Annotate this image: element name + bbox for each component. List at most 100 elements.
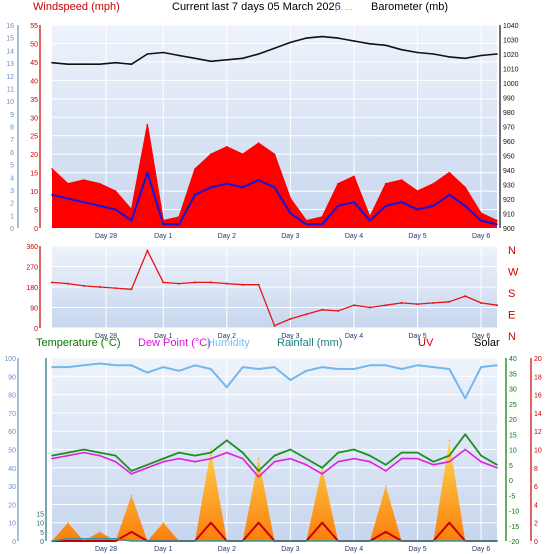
direction-tick-label: 360	[26, 244, 38, 251]
gust-point	[432, 182, 435, 185]
barometer-tick-label: 910	[503, 212, 515, 219]
barometer-tick-label: 1020	[503, 52, 519, 59]
direction-tick-label: 0	[34, 326, 38, 333]
humidity-point	[194, 364, 196, 367]
wind-secondary-tick-label: 15	[6, 36, 14, 43]
wind-secondary-tick-label: 14	[6, 48, 14, 55]
direction-point	[321, 308, 324, 311]
barometer-axis-title: Barometer (mb)	[371, 1, 448, 13]
direction-point	[209, 281, 212, 284]
direction-point	[352, 304, 355, 307]
humidity-point	[67, 366, 69, 368]
temperature-point	[353, 448, 355, 451]
dew-point-point	[146, 467, 149, 469]
temperature-point	[337, 451, 339, 454]
temperature-tick-label: 25	[509, 402, 517, 409]
wind-secondary-tick-label: 9	[10, 112, 14, 119]
uv-tick-label: 20	[534, 356, 542, 363]
x-tick-label: Day 4	[345, 333, 363, 340]
average-wind-point	[400, 201, 403, 203]
humidity-point	[432, 366, 435, 368]
rainfall-point	[432, 540, 435, 542]
average-wind-point	[305, 223, 308, 226]
temperature-tick-label: 5	[509, 463, 513, 470]
dew-point-point	[353, 457, 355, 460]
direction-point	[448, 300, 451, 303]
uv-point	[130, 531, 133, 533]
solar-point	[67, 521, 69, 524]
dew-point-point	[432, 463, 435, 466]
average-wind-point	[448, 193, 451, 196]
uv-tick-label: 18	[534, 374, 542, 381]
x-tick-label: Day 2	[218, 546, 236, 553]
rain-tick-label: 15	[36, 512, 44, 519]
barometer-tick-label: 1040	[503, 23, 519, 30]
rainfall-point	[51, 540, 53, 542]
humidity-tick-label: 90	[8, 374, 16, 381]
average-wind-point	[369, 219, 371, 222]
rainfall-point	[162, 540, 165, 542]
barometer-tick-label: 940	[503, 168, 515, 175]
gust-point	[130, 208, 133, 211]
temperature-point	[289, 448, 292, 451]
dew-point-point	[257, 476, 260, 478]
wind-tick-label: 50	[30, 41, 38, 48]
humidity-point	[464, 397, 467, 400]
humidity-point	[400, 368, 403, 370]
rainfall-point	[496, 540, 498, 542]
barometer-point	[464, 57, 467, 60]
temperature-point	[432, 460, 435, 463]
average-wind-point	[82, 201, 85, 203]
direction-point	[480, 301, 483, 304]
wind-secondary-tick-label: 5	[10, 163, 14, 170]
rainfall-point	[194, 540, 196, 542]
dew-point-point	[400, 457, 403, 460]
humidity-point	[82, 364, 85, 367]
wind-tick-label: 35	[30, 97, 38, 104]
temperature-point	[146, 463, 149, 466]
barometer-tick-label: 980	[503, 110, 515, 117]
gust-point	[82, 179, 85, 181]
humidity-tick-label: 40	[8, 466, 16, 473]
dew-point-point	[384, 470, 387, 472]
gust-point	[178, 216, 180, 218]
barometer-tick-label: 990	[503, 96, 515, 103]
temperature-point	[51, 454, 53, 457]
x-tick-label: Day 5	[408, 233, 426, 240]
direction-point	[178, 282, 181, 285]
wind-secondary-tick-label: 16	[6, 23, 14, 30]
gust-point	[67, 182, 69, 185]
dew-point-point	[241, 457, 244, 460]
dew-point-point	[194, 460, 196, 463]
wind-secondary-tick-label: 6	[10, 150, 14, 157]
rainfall-point	[114, 538, 117, 540]
rainfall-point	[448, 540, 451, 542]
humidity-point	[496, 364, 498, 367]
temperature-point	[273, 454, 276, 457]
gust-point	[226, 146, 228, 148]
direction-point	[464, 295, 467, 298]
humidity-point	[257, 368, 260, 370]
gust-point	[289, 197, 292, 200]
rain-tick-label: 5	[40, 530, 44, 537]
solar-point	[130, 494, 133, 497]
gust-point	[241, 153, 244, 155]
temperature-point	[178, 451, 180, 454]
wind-secondary-tick-label: 8	[10, 125, 14, 132]
dew-point-point	[369, 460, 371, 463]
gust-point	[480, 212, 482, 215]
uv-point	[67, 540, 69, 542]
humidity-tick-label: 30	[8, 484, 16, 491]
humidity-point	[241, 366, 244, 368]
humidity-point	[178, 370, 180, 372]
temperature-point	[241, 451, 244, 454]
humidity-point	[51, 366, 53, 368]
barometer-point	[226, 59, 228, 61]
average-wind-point	[416, 208, 419, 211]
rainfall-point	[82, 538, 85, 540]
wind-tick-label: 30	[30, 115, 38, 122]
uv-tick-label: 14	[534, 411, 542, 418]
direction-point	[337, 309, 340, 312]
x-tick-label: Day 1	[154, 333, 172, 340]
